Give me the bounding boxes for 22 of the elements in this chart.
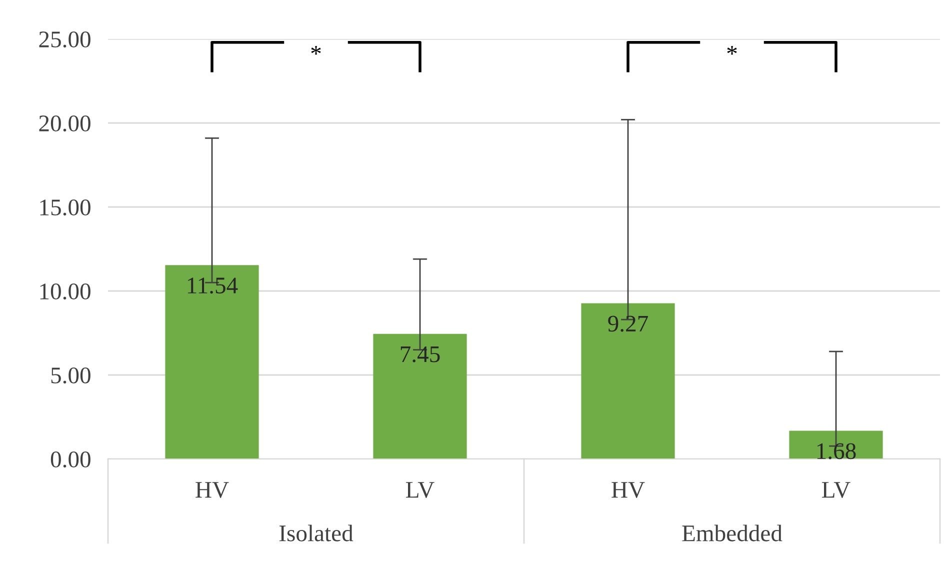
text: Isolated: [279, 524, 354, 542]
y-tick-label: 5.00: [51, 367, 90, 384]
annotation: *: [727, 46, 737, 55]
bar: [789, 430, 883, 459]
data-label: 9.27: [608, 316, 648, 332]
y-tick-label: 15.00: [40, 199, 90, 216]
y-tick-label: 10.00: [40, 283, 90, 300]
text: Embedded: [682, 524, 782, 542]
x-tick-label: HV: [612, 482, 645, 498]
y-tick-label: 25.00: [39, 31, 90, 48]
bar: [581, 303, 675, 459]
y-tick-label: 20.00: [39, 115, 90, 132]
data-label: 11.54: [188, 278, 238, 294]
bar: [373, 334, 467, 459]
annotation: *: [311, 46, 321, 55]
x-tick-label: LV: [406, 482, 434, 498]
bar: [165, 265, 259, 459]
data-label: 1.68: [817, 443, 856, 460]
data-label: 7.45: [400, 346, 440, 362]
x-tick-label: LV: [822, 482, 850, 498]
y-tick-label: 0.00: [50, 451, 90, 468]
x-tick-label: HV: [196, 482, 229, 498]
